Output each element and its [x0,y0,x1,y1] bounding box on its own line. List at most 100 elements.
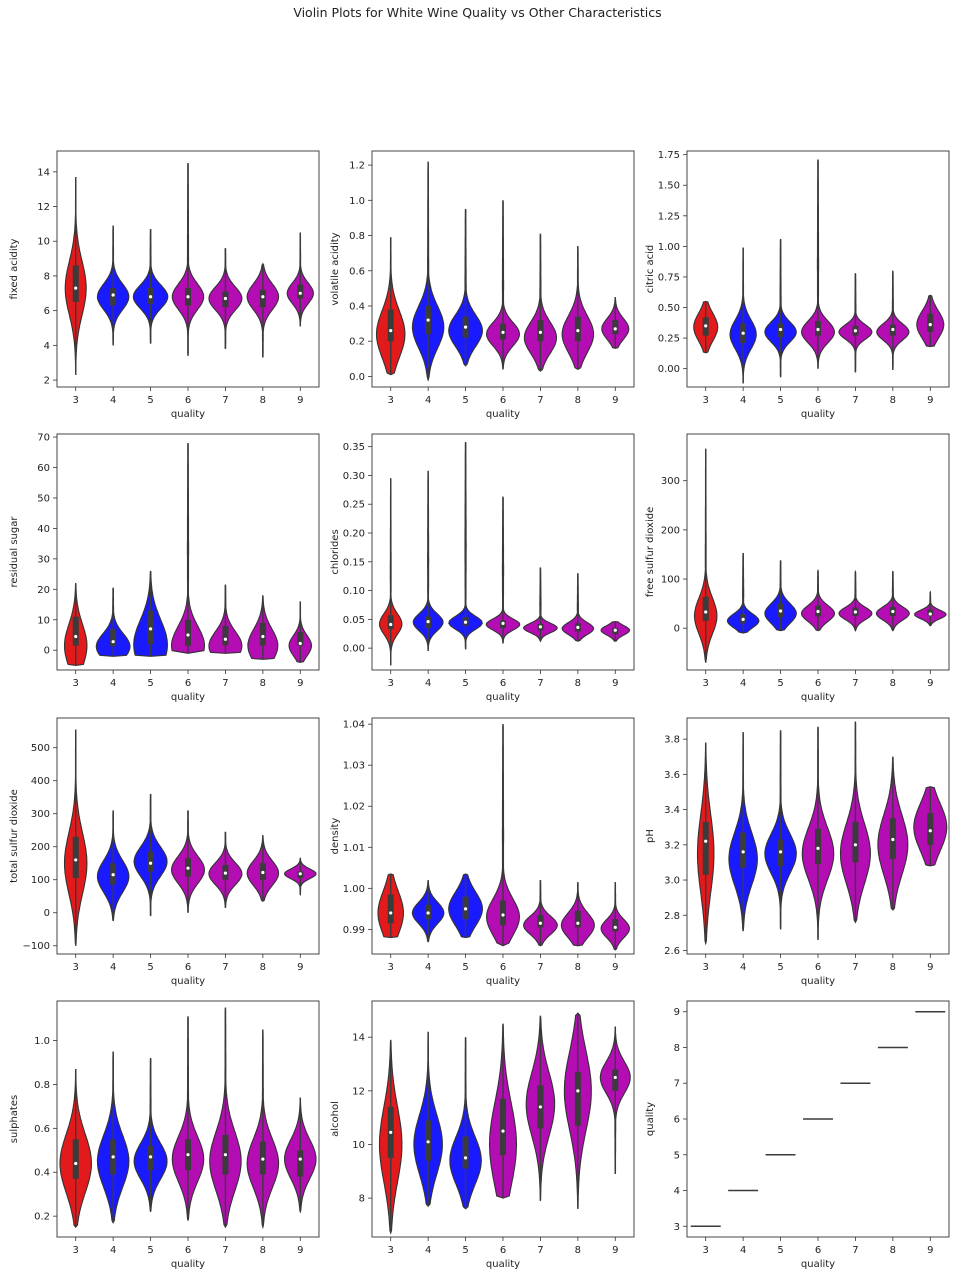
violin-median [501,913,505,917]
violin-median [426,620,430,624]
violin-median [928,829,932,833]
violin-box [612,1069,619,1091]
violin-median [501,1129,505,1133]
violin-median [148,627,153,631]
y-tick-label: 10 [352,1140,365,1151]
y-tick-label: 3.8 [664,735,680,746]
x-tick-label: 3 [388,395,394,406]
violin-box [702,596,709,621]
violin-box [387,309,394,342]
violin-box [852,821,859,863]
y-tick-label: 0.8 [34,1080,50,1091]
y-tick-label: 3.6 [664,770,680,781]
x-tick-label: 7 [852,395,858,406]
x-tick-label: 7 [537,1245,543,1256]
x-tick-label: 4 [740,395,746,406]
x-tick-label: 6 [500,395,506,406]
axes-frame [371,433,635,671]
y-axis-label: sulphates [9,1095,20,1143]
x-tick-label: 7 [222,395,228,406]
x-tick-label: 8 [575,678,581,689]
violin-median [853,610,858,614]
violin-median [778,327,783,332]
x-tick-label: 8 [260,395,266,406]
violin-median [891,327,895,332]
violin-median [816,327,820,332]
violin-median [223,296,228,301]
y-tick-label: 10 [37,237,50,248]
violin-median [261,295,265,299]
x-axis-label: quality [486,976,520,987]
violin-median [463,620,468,624]
x-tick-label: 7 [852,678,858,689]
x-tick-label: 6 [815,395,821,406]
x-tick-label: 5 [462,678,468,689]
violin-median [223,637,228,641]
y-tick-label: 3.0 [664,876,680,887]
x-tick-label: 9 [612,395,618,406]
axes-frame [56,150,320,388]
x-tick-label: 8 [890,678,896,689]
x-tick-label: 3 [703,962,709,973]
y-tick-label: 12 [352,1086,365,1097]
y-tick-label: 5 [674,1150,680,1161]
y-tick-label: 4 [44,341,50,352]
axes-frame [56,717,320,955]
x-axis-label: quality [486,692,520,703]
y-axis-label: citric acid [645,245,656,294]
y-axis-label: pH [645,829,656,843]
y-tick-label: 60 [37,463,50,474]
violin-median [613,628,617,632]
x-tick-label: 4 [740,678,746,689]
y-tick-label: 1.25 [658,211,680,222]
y-tick-label: 1.01 [343,843,365,854]
y-tick-label: 0.0 [349,372,365,383]
y-tick-label: 30 [37,554,50,565]
x-tick-label: 9 [612,1245,618,1256]
x-axis-label: quality [801,1259,835,1270]
y-axis-label: fixed acidity [9,238,20,299]
y-tick-label: 12 [37,202,50,213]
violin-median [148,1155,153,1159]
x-tick-label: 8 [260,962,266,973]
y-tick-label: 8 [44,271,50,282]
violin-median [186,295,190,299]
subplot-7: −100 0 100 200 300 400 500 3 4 5 6 7 8 9 quality total … [9,717,320,987]
y-tick-label: 1.0 [34,1036,50,1047]
y-tick-label: 300 [661,476,680,487]
x-tick-label: 3 [73,678,79,689]
x-tick-label: 7 [222,1245,228,1256]
violin-median [298,641,302,646]
violin-median [148,861,153,865]
violin-median [538,330,543,335]
violin-box [500,1098,506,1156]
y-tick-label: 6 [44,306,50,317]
y-tick-label: 0.30 [343,471,365,482]
violin-median [74,634,78,639]
x-tick-label: 3 [703,395,709,406]
x-tick-label: 7 [852,962,858,973]
y-tick-label: 9 [674,1007,680,1018]
x-tick-label: 4 [110,1245,116,1256]
y-tick-label: 8 [674,1043,680,1054]
violin-median [186,866,190,870]
x-tick-label: 9 [612,962,618,973]
violin-median [298,1157,302,1161]
violin-median [223,871,228,875]
y-tick-label: 300 [31,809,50,820]
violin-median [298,291,302,295]
violin-box [537,320,544,342]
y-tick-label: 0.4 [34,1168,50,1179]
violin-median [816,609,820,614]
x-tick-label: 8 [575,395,581,406]
x-tick-label: 4 [425,1245,431,1256]
y-tick-label: 6 [674,1115,680,1126]
x-tick-label: 4 [425,395,431,406]
violin-median [613,327,617,331]
y-tick-label: 0.00 [343,644,365,655]
x-tick-label: 9 [927,962,933,973]
y-axis-label: density [330,818,341,855]
y-tick-label: 1.00 [658,242,680,253]
y-tick-label: 3 [674,1222,680,1233]
